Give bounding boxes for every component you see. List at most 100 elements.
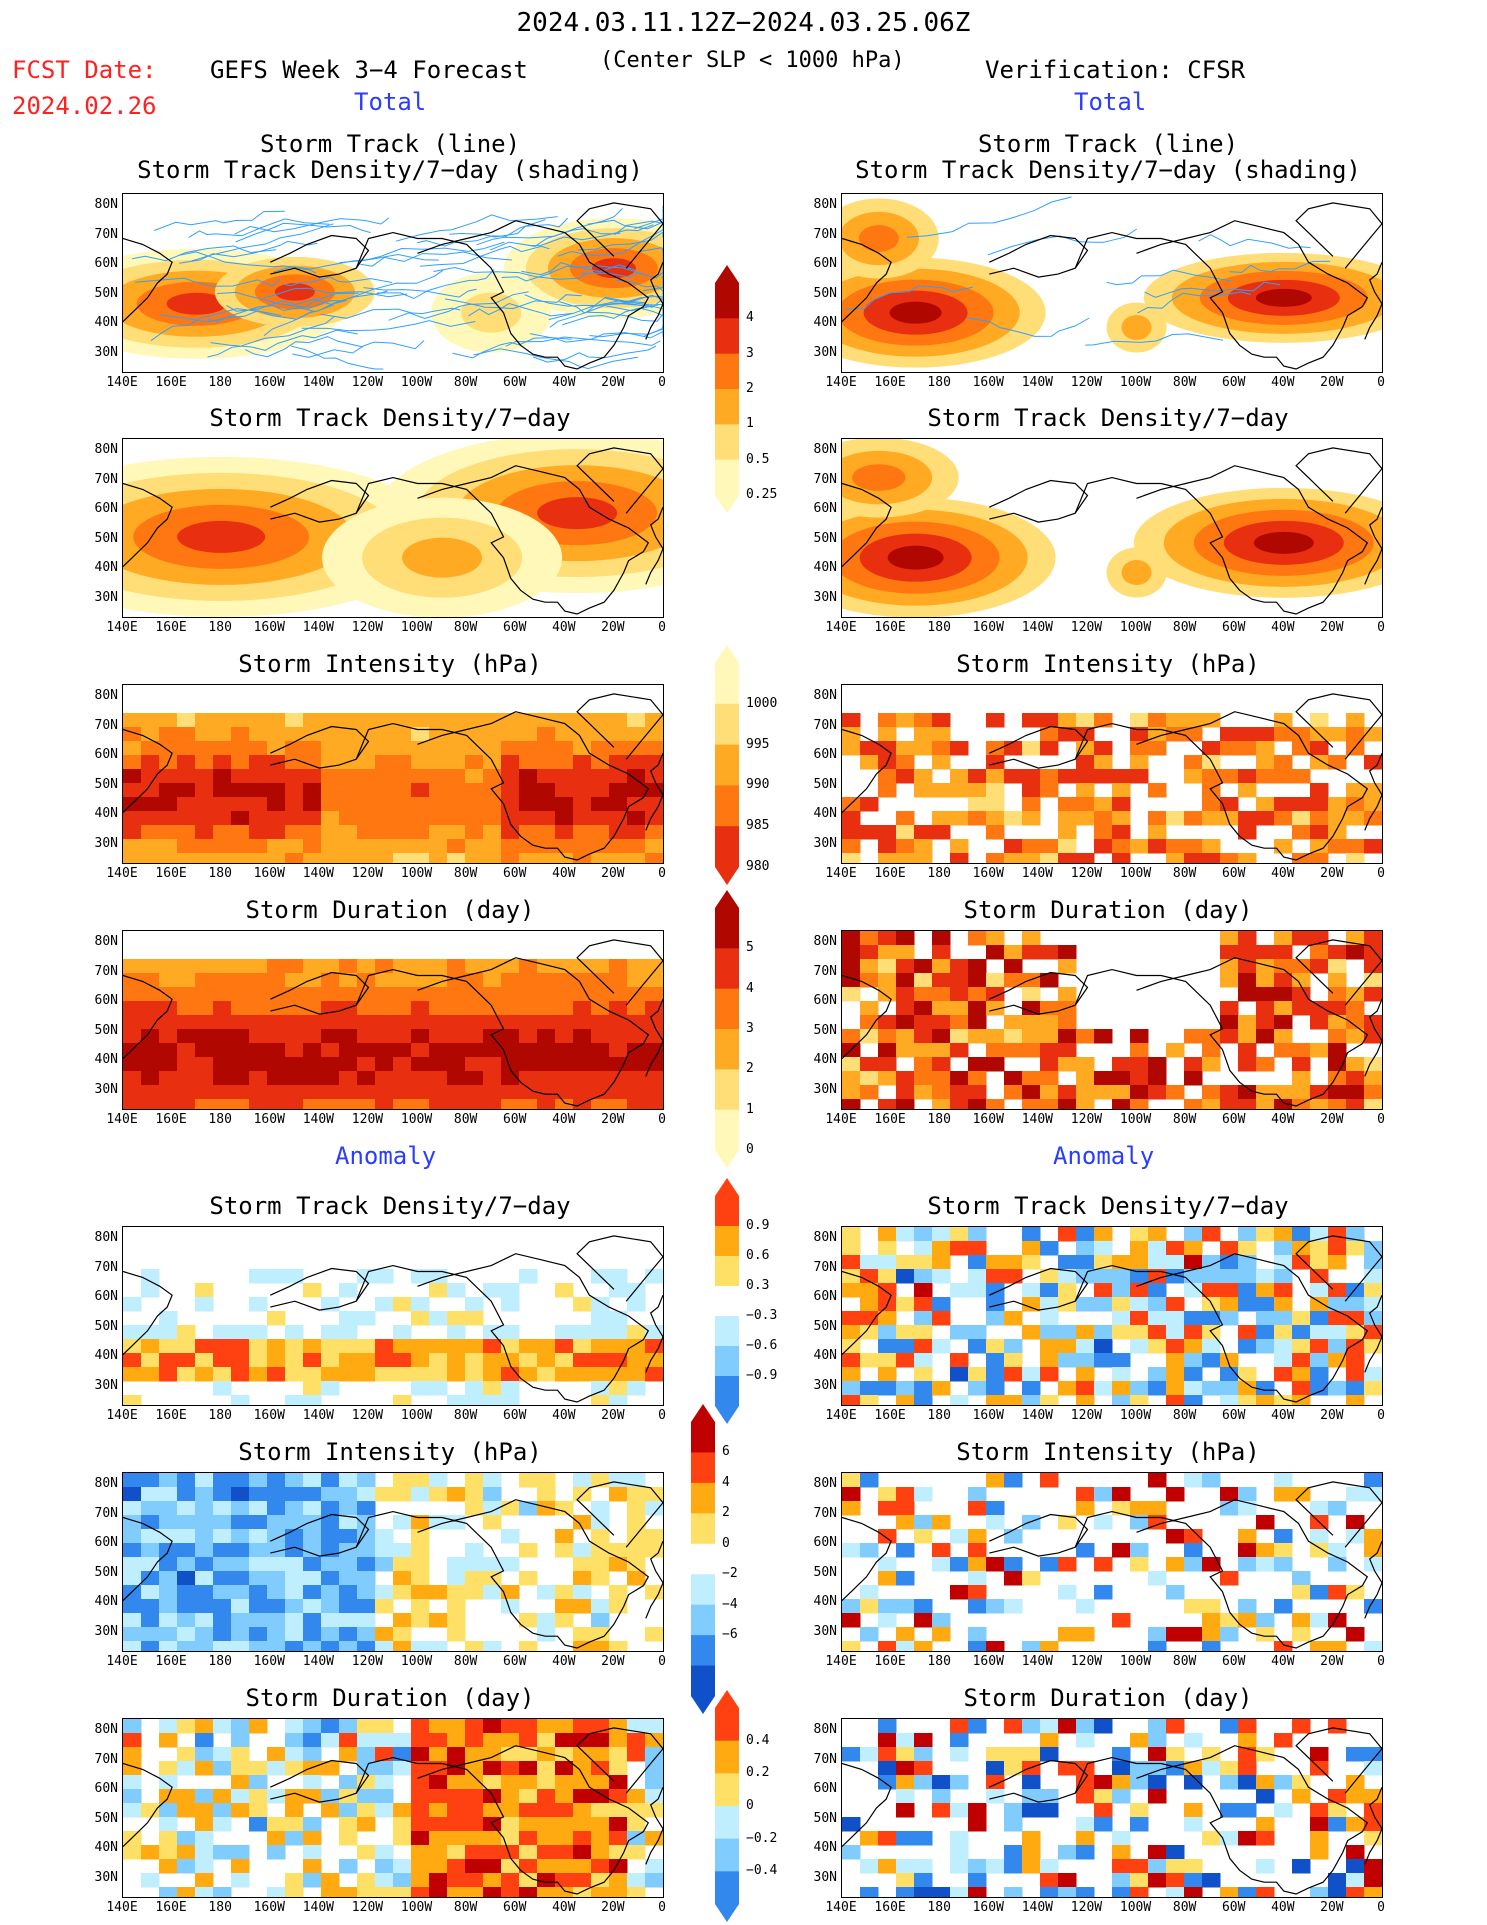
field-cell bbox=[285, 1473, 304, 1488]
field-cell bbox=[393, 1001, 412, 1016]
lon-label: 120W bbox=[1070, 1654, 1103, 1669]
field-cell bbox=[1220, 1501, 1239, 1516]
field-cell bbox=[609, 1269, 628, 1284]
colorbar-swatch bbox=[715, 1838, 739, 1872]
field-cell bbox=[195, 959, 214, 974]
field-cell bbox=[1184, 1529, 1203, 1544]
field-cell bbox=[645, 1831, 663, 1846]
lat-label: 80N bbox=[94, 1230, 118, 1245]
field-cell bbox=[1112, 1775, 1131, 1790]
field-cell bbox=[249, 853, 268, 863]
lon-label: 80W bbox=[1172, 866, 1197, 881]
field-cell bbox=[627, 1845, 646, 1860]
field-cell bbox=[645, 1339, 663, 1354]
storm-track-line bbox=[524, 294, 646, 307]
field-cell bbox=[860, 1543, 879, 1558]
field-cell bbox=[555, 959, 574, 974]
field-cell bbox=[429, 987, 448, 1002]
field-cell bbox=[609, 1775, 628, 1790]
field-cell bbox=[1364, 1529, 1382, 1544]
field-cell bbox=[465, 1803, 484, 1818]
panel-title-duration-left: Storm Duration (day) bbox=[245, 896, 535, 924]
lon-label: 0 bbox=[658, 1654, 666, 1669]
field-cell bbox=[141, 1585, 160, 1600]
field-cell bbox=[195, 1613, 214, 1628]
field-cell bbox=[501, 1887, 520, 1897]
field-cell bbox=[878, 1029, 897, 1044]
field-cell bbox=[1148, 1627, 1167, 1642]
field-cell bbox=[195, 973, 214, 988]
field-cell bbox=[1184, 853, 1203, 863]
field-cell bbox=[213, 825, 232, 840]
colorbar-arrow-bottom bbox=[715, 1150, 739, 1168]
field-cell bbox=[609, 1395, 628, 1405]
field-cell bbox=[645, 1543, 663, 1558]
field-cell bbox=[968, 1543, 987, 1558]
field-cell bbox=[357, 1057, 376, 1072]
field-cell bbox=[986, 811, 1005, 826]
field-cell bbox=[1346, 987, 1365, 1002]
field-cell bbox=[645, 1873, 663, 1888]
field-cell bbox=[195, 1071, 214, 1086]
lon-label: 60W bbox=[502, 1900, 527, 1915]
field-cell bbox=[1346, 1873, 1365, 1888]
lon-label: 140W bbox=[1021, 620, 1054, 635]
field-cell bbox=[519, 797, 538, 812]
field-cell bbox=[968, 1627, 987, 1642]
field-cell bbox=[914, 1255, 933, 1270]
field-cell bbox=[501, 987, 520, 1002]
lat-label: 30N bbox=[94, 589, 118, 605]
field-cell bbox=[1328, 1789, 1347, 1804]
field-cell bbox=[591, 1789, 610, 1804]
field-cell bbox=[1346, 1627, 1365, 1642]
lat-label: 60N bbox=[813, 1289, 837, 1304]
field-shading bbox=[166, 292, 227, 315]
field-cell bbox=[195, 1817, 214, 1832]
coastline bbox=[1295, 1481, 1382, 1548]
field-cell bbox=[968, 797, 987, 812]
lat-label: 40N bbox=[813, 806, 837, 821]
field-cell bbox=[249, 1789, 268, 1804]
lon-label: 100W bbox=[400, 1112, 433, 1127]
field-cell bbox=[591, 1627, 610, 1642]
field-cell bbox=[1094, 1487, 1113, 1502]
colorbar-swatch bbox=[715, 826, 739, 868]
field-cell bbox=[483, 1641, 502, 1651]
field-shading bbox=[177, 520, 266, 553]
field-cell bbox=[986, 1599, 1005, 1614]
field-cell bbox=[411, 1029, 430, 1044]
field-cell bbox=[555, 1845, 574, 1860]
field-cell bbox=[159, 1515, 178, 1530]
field-cell bbox=[447, 1733, 466, 1748]
date-range-title: 2024.03.11.12Z−2024.03.25.06Z bbox=[516, 8, 971, 38]
field-cell bbox=[914, 1283, 933, 1298]
field-cell bbox=[986, 1255, 1005, 1270]
field-cell bbox=[573, 1585, 592, 1600]
field-cell bbox=[1148, 1789, 1167, 1804]
field-cell bbox=[429, 1887, 448, 1897]
field-cell bbox=[465, 1015, 484, 1030]
lat-label: 40N bbox=[813, 1840, 837, 1855]
lat-label: 80N bbox=[813, 442, 837, 457]
field-cell bbox=[213, 811, 232, 826]
colorbar-swatch bbox=[691, 1543, 715, 1575]
field-cell bbox=[231, 1789, 250, 1804]
field-cell bbox=[213, 1515, 232, 1530]
field-cell bbox=[968, 1227, 987, 1242]
field-cell bbox=[1022, 1099, 1041, 1109]
field-cell bbox=[860, 741, 879, 756]
field-cell bbox=[1076, 1487, 1095, 1502]
field-cell bbox=[1328, 1641, 1347, 1651]
field-cell bbox=[123, 1557, 142, 1572]
field-cell bbox=[1292, 973, 1311, 988]
storm-track-line bbox=[1106, 269, 1232, 286]
field-cell bbox=[1148, 1339, 1167, 1354]
field-cell bbox=[249, 741, 268, 756]
field-cell bbox=[159, 769, 178, 784]
field-cell bbox=[1364, 1887, 1382, 1897]
field-cell bbox=[177, 797, 196, 812]
field-cell bbox=[141, 1015, 160, 1030]
field-cell bbox=[1130, 1557, 1149, 1572]
field-cell bbox=[1004, 769, 1023, 784]
field-cell bbox=[1184, 1227, 1203, 1242]
